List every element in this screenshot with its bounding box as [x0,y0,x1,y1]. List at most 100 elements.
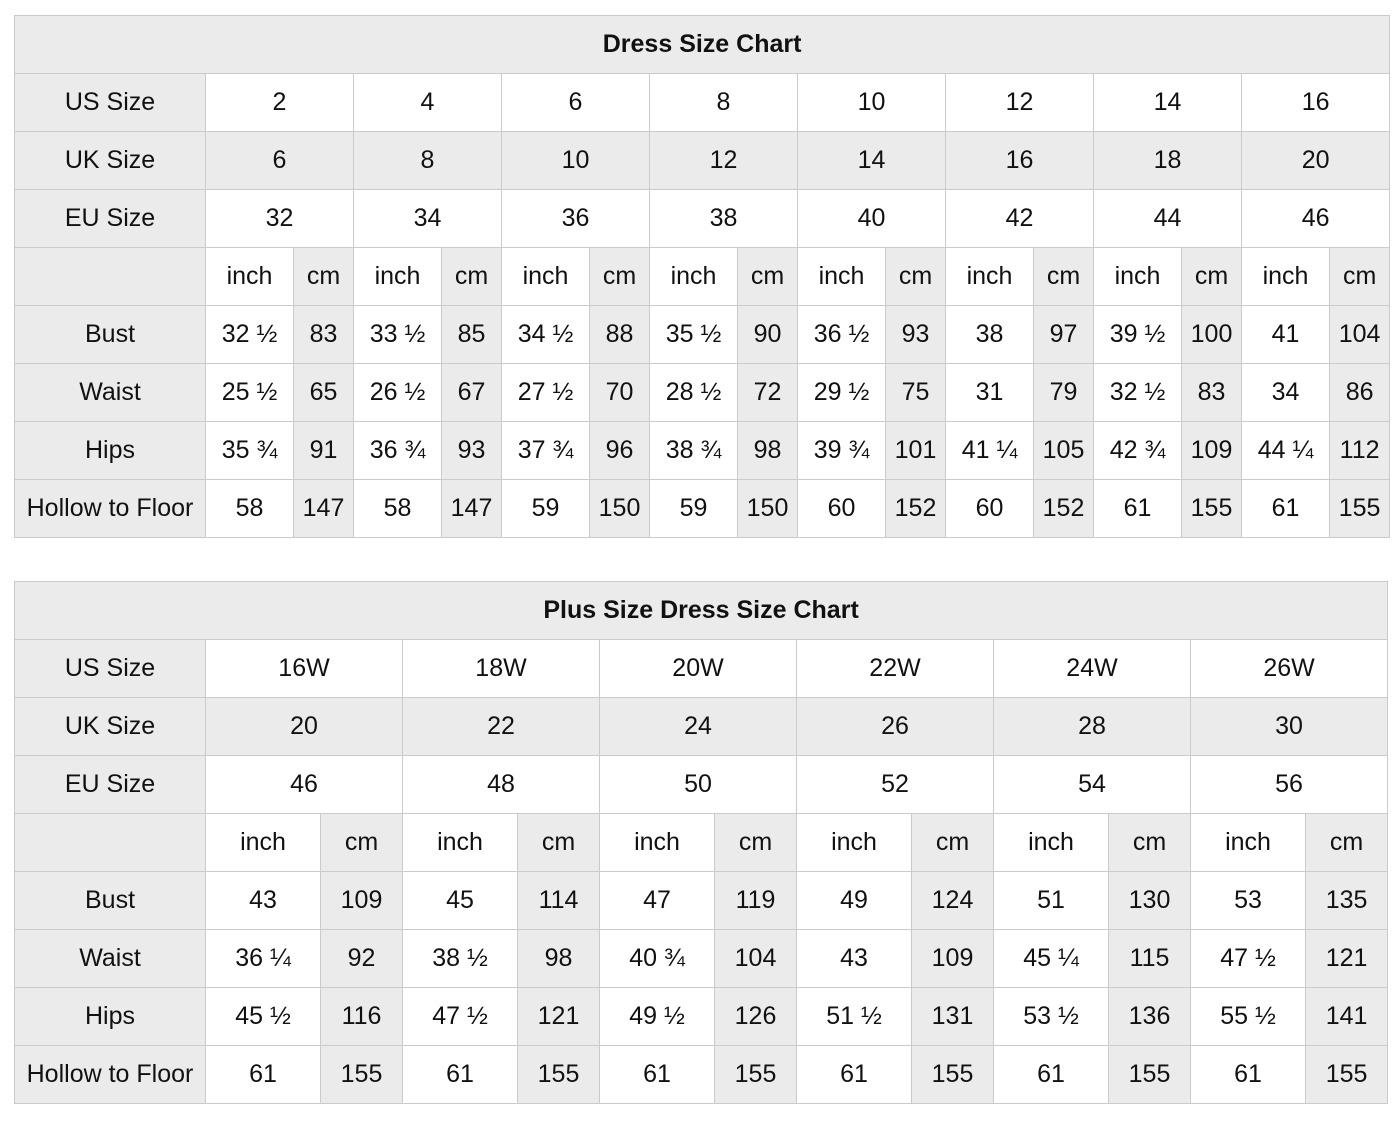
size-value-cell: 10 [501,131,650,190]
measurement-cm-value: 152 [885,479,946,538]
size-value-cell: 28 [993,697,1191,756]
unit-label-cm: cm [517,813,600,872]
size-value-cell: 24 [599,697,797,756]
measurement-row: Hollow to Floor 58 147 58 147 59 150 59 150 60 152… [14,479,1391,538]
unit-label-inch: inch [205,247,294,306]
measurement-inch-value: 38 [945,305,1034,364]
unit-label-inch: inch [649,247,738,306]
unit-label-cm: cm [714,813,797,872]
size-value-cell: 2 [205,73,354,132]
measurement-cm-value: 101 [885,421,946,480]
measurement-inch-value: 38 ¾ [649,421,738,480]
unit-header-row: inch cm inch cm inch cm inch cm inch cm inch cm [14,813,1389,872]
measurement-cm-value: 147 [441,479,502,538]
row-label: Bust [14,305,206,364]
measurement-inch-value: 43 [796,929,912,988]
row-label: US Size [14,73,206,132]
measurement-inch-value: 36 ½ [797,305,886,364]
measurement-cm-value: 155 [714,1045,797,1104]
measurement-cm-value: 96 [589,421,650,480]
measurement-inch-value: 61 [402,1045,518,1104]
table-title: Dress Size Chart [13,15,1391,74]
measurement-cm-value: 109 [320,871,403,930]
measurement-cm-value: 121 [517,987,600,1046]
size-value-cell: 30 [1189,697,1389,756]
size-value-cell: 42 [945,189,1094,248]
measurement-cm-value: 119 [714,871,797,930]
measurement-row: Bust 43 109 45 114 47 119 49 124 51 130 53 135 [14,871,1389,930]
measurement-cm-value: 150 [589,479,650,538]
unit-label-inch: inch [402,813,518,872]
size-value-cell: 50 [599,755,797,814]
measurement-cm-value: 70 [589,363,650,422]
measurement-inch-value: 40 ¾ [599,929,715,988]
measurement-cm-value: 124 [911,871,994,930]
unit-label-cm: cm [1328,247,1391,306]
measurement-cm-value: 112 [1328,421,1391,480]
row-label: Waist [14,929,206,988]
size-value-cell: 10 [797,73,946,132]
measurement-inch-value: 37 ¾ [501,421,590,480]
unit-label-inch: inch [1190,813,1306,872]
measurement-inch-value: 43 [205,871,321,930]
measurement-cm-value: 67 [441,363,502,422]
measurement-row: Waist 25 ½ 65 26 ½ 67 27 ½ 70 28 ½ 72 29 ½ 75 31 79 3… [14,363,1391,422]
unit-header-row: inch cm inch cm inch cm inch cm inch cm inch cm inch… [14,247,1391,306]
measurement-cm-value: 92 [320,929,403,988]
size-value-cell: 54 [993,755,1191,814]
unit-label-inch: inch [797,247,886,306]
unit-label-inch: inch [1241,247,1330,306]
table-title-row: Plus Size Dress Size Chart [13,581,1389,640]
measurement-cm-value: 155 [320,1045,403,1104]
measurement-cm-value: 83 [1181,363,1242,422]
size-value-cell: 34 [353,189,502,248]
row-label: EU Size [14,189,206,248]
measurement-cm-value: 90 [737,305,798,364]
size-value-cell: 22 [402,697,600,756]
measurement-cm-value: 152 [1033,479,1094,538]
unit-label-inch: inch [796,813,912,872]
row-label: UK Size [14,697,206,756]
measurement-cm-value: 131 [911,987,994,1046]
measurement-inch-value: 31 [945,363,1034,422]
measurement-inch-value: 45 ¼ [993,929,1109,988]
size-value-cell: 24W [993,639,1191,698]
size-value-cell: 18W [402,639,600,698]
size-value-cell: 16 [945,131,1094,190]
measurement-inch-value: 51 ½ [796,987,912,1046]
measurement-inch-value: 61 [993,1045,1109,1104]
unit-label-inch: inch [501,247,590,306]
plus-size-dress-size-chart-table: Plus Size Dress Size Chart US Size 16W 18W 2… [13,581,1389,1104]
measurement-cm-value: 93 [885,305,946,364]
measurement-inch-value: 59 [649,479,738,538]
measurement-cm-value: 86 [1328,363,1391,422]
measurement-inch-value: 59 [501,479,590,538]
measurement-row: Bust 32 ½ 83 33 ½ 85 34 ½ 88 35 ½ 90 36 ½ 93 38 97 39… [14,305,1391,364]
size-row: UK Size 20 22 24 26 28 30 [14,697,1389,756]
measurement-cm-value: 65 [293,363,354,422]
size-row: UK Size 6 8 10 12 14 16 18 20 [14,131,1391,190]
size-value-cell: 26 [796,697,994,756]
measurement-cm-value: 150 [737,479,798,538]
unit-label-cm: cm [1108,813,1191,872]
measurement-cm-value: 155 [1181,479,1242,538]
measurement-cm-value: 155 [1328,479,1391,538]
size-value-cell: 36 [501,189,650,248]
size-value-cell: 12 [945,73,1094,132]
measurement-inch-value: 53 [1190,871,1306,930]
measurement-cm-value: 136 [1108,987,1191,1046]
measurement-inch-value: 29 ½ [797,363,886,422]
unit-label-cm: cm [885,247,946,306]
measurement-cm-value: 79 [1033,363,1094,422]
measurement-inch-value: 42 ¾ [1093,421,1182,480]
unit-label-cm: cm [320,813,403,872]
measurement-inch-value: 60 [945,479,1034,538]
size-row: EU Size 32 34 36 38 40 42 44 46 [14,189,1391,248]
measurement-cm-value: 75 [885,363,946,422]
measurement-cm-value: 85 [441,305,502,364]
empty-corner-cell [14,247,206,306]
measurement-cm-value: 116 [320,987,403,1046]
unit-label-cm: cm [1181,247,1242,306]
size-value-cell: 46 [1240,189,1391,248]
row-label: UK Size [14,131,206,190]
